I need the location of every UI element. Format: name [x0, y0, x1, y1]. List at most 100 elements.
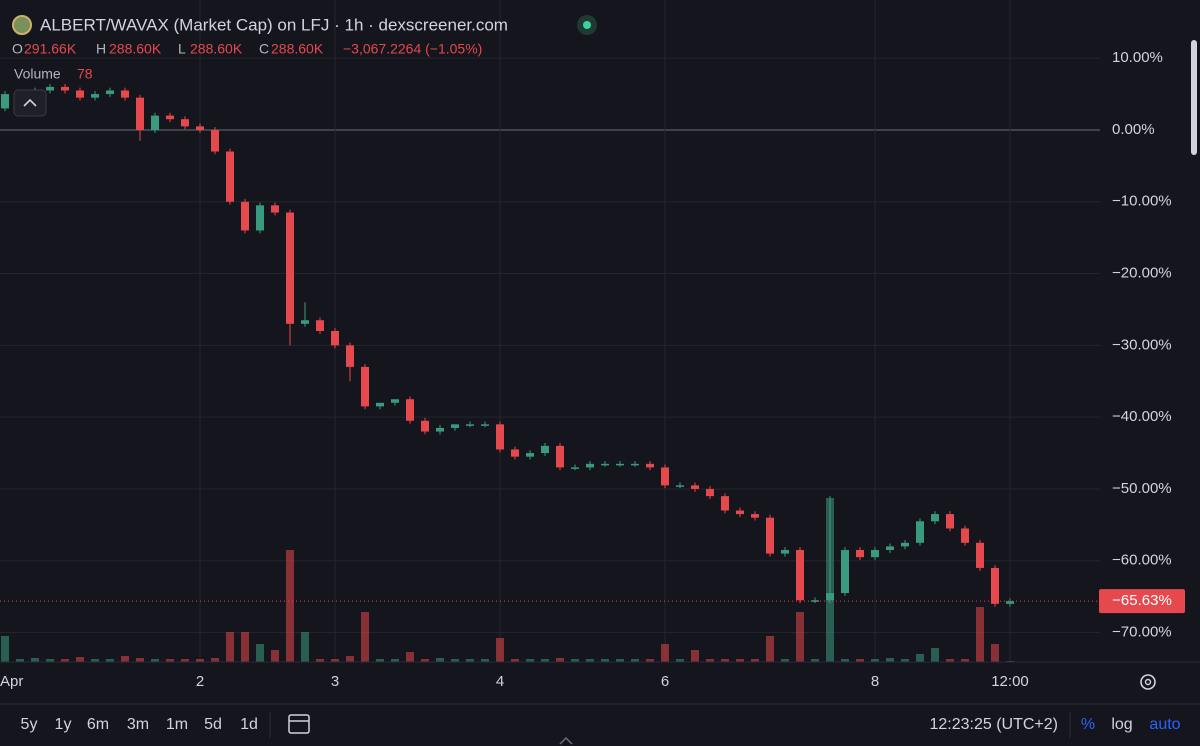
volume-bar	[166, 659, 174, 662]
candle-body	[331, 331, 339, 346]
volume-bar	[871, 659, 879, 662]
candle-body	[91, 94, 99, 98]
candle-body	[946, 514, 954, 529]
candle-body	[841, 549, 849, 594]
volume-bar	[46, 659, 54, 662]
range-button[interactable]: 3m	[127, 716, 149, 733]
volume-bar	[646, 659, 654, 662]
candle-body	[121, 90, 129, 98]
candle-body	[316, 320, 324, 331]
volume-bar	[886, 658, 894, 662]
volume-bar	[556, 658, 564, 662]
volume-bar	[376, 659, 384, 662]
candle-body	[931, 514, 939, 522]
volume-bar	[16, 659, 24, 662]
candle-body	[166, 115, 174, 120]
range-button[interactable]: 6m	[87, 716, 109, 733]
candle-body	[181, 119, 189, 127]
scale-mode-button[interactable]: %	[1081, 716, 1095, 733]
volume-bar	[226, 632, 234, 662]
volume-bar	[511, 659, 519, 662]
range-button[interactable]: 5d	[204, 716, 222, 733]
range-button[interactable]: 1y	[55, 716, 72, 733]
range-button[interactable]: 1d	[240, 716, 258, 733]
last-price-label: −65.63%	[1112, 592, 1172, 609]
candle-body	[481, 424, 489, 426]
settings-button[interactable]	[1140, 674, 1156, 690]
x-tick-label: 6	[661, 673, 669, 690]
volume-bar	[586, 659, 594, 662]
candle-body	[1, 94, 9, 109]
volume-bar	[136, 658, 144, 662]
collapse-icon	[23, 98, 37, 107]
volume-bar	[451, 659, 459, 662]
ohlc-key: C	[259, 41, 269, 57]
candle-body	[451, 424, 459, 428]
candle-body	[286, 212, 294, 324]
volume-bar	[436, 658, 444, 662]
scrollbar[interactable]	[1191, 40, 1197, 155]
scale-mode-button[interactable]: log	[1111, 716, 1132, 733]
volume-bar	[961, 659, 969, 662]
ohlc-value: 288.60K	[109, 41, 162, 57]
candle-body	[916, 521, 924, 543]
candle-body	[511, 449, 519, 457]
volume-bar	[211, 658, 219, 662]
volume-bar	[691, 650, 699, 662]
candle-body	[886, 546, 894, 550]
volume-bar	[901, 659, 909, 662]
volume-bar	[736, 659, 744, 662]
volume-bar	[781, 659, 789, 662]
y-tick-label: −10.00%	[1112, 193, 1172, 210]
volume-bar	[571, 659, 579, 662]
volume-bar	[421, 659, 429, 662]
range-button[interactable]: 5y	[21, 716, 38, 733]
volume-bar	[496, 638, 504, 662]
candle-body	[466, 424, 474, 426]
candle-body	[406, 399, 414, 421]
candle-body	[751, 514, 759, 518]
volume-bar	[271, 650, 279, 662]
candle-body	[76, 90, 84, 98]
volume-bar	[181, 659, 189, 662]
candle-body	[226, 151, 234, 202]
volume-bar	[526, 659, 534, 662]
settings-icon	[1144, 678, 1152, 686]
y-tick-label: −20.00%	[1112, 265, 1172, 282]
volume-bar	[466, 659, 474, 662]
collapse-button[interactable]	[13, 89, 47, 117]
candle-body	[61, 86, 69, 91]
candle-body	[706, 488, 714, 497]
volume-bar	[931, 648, 939, 662]
volume-bar	[61, 659, 69, 662]
candle-body	[1006, 601, 1014, 604]
chart-title: ALBERT/WAVAX (Market Cap) on LFJ · 1h · …	[40, 15, 508, 34]
volume-bar	[721, 659, 729, 662]
y-tick-label: 10.00%	[1112, 49, 1163, 66]
x-tick-label: 8	[871, 673, 879, 690]
volume-bar	[286, 550, 294, 662]
volume-bar	[151, 659, 159, 662]
volume-bar	[706, 659, 714, 662]
volume-bar	[796, 612, 804, 662]
status-dot	[583, 21, 591, 29]
candle-body	[601, 463, 609, 466]
scale-mode-button[interactable]: auto	[1149, 716, 1180, 733]
volume-bar	[766, 636, 774, 662]
volume-bar	[331, 659, 339, 662]
volume-bar	[661, 644, 669, 662]
candle-body	[106, 90, 114, 95]
y-tick-label: −40.00%	[1112, 408, 1172, 425]
candle-body	[676, 485, 684, 487]
expand-handle[interactable]	[559, 736, 573, 745]
volume-bar	[481, 659, 489, 662]
ohlc-key: L	[178, 41, 186, 57]
x-tick-label: 2	[196, 673, 204, 690]
volume-bar	[1, 636, 9, 662]
volume-bar	[76, 657, 84, 662]
volume-bar	[301, 632, 309, 662]
volume-bar	[991, 644, 999, 662]
range-button[interactable]: 1m	[166, 716, 188, 733]
candle-body	[196, 126, 204, 130]
date-range-button[interactable]	[288, 714, 310, 734]
